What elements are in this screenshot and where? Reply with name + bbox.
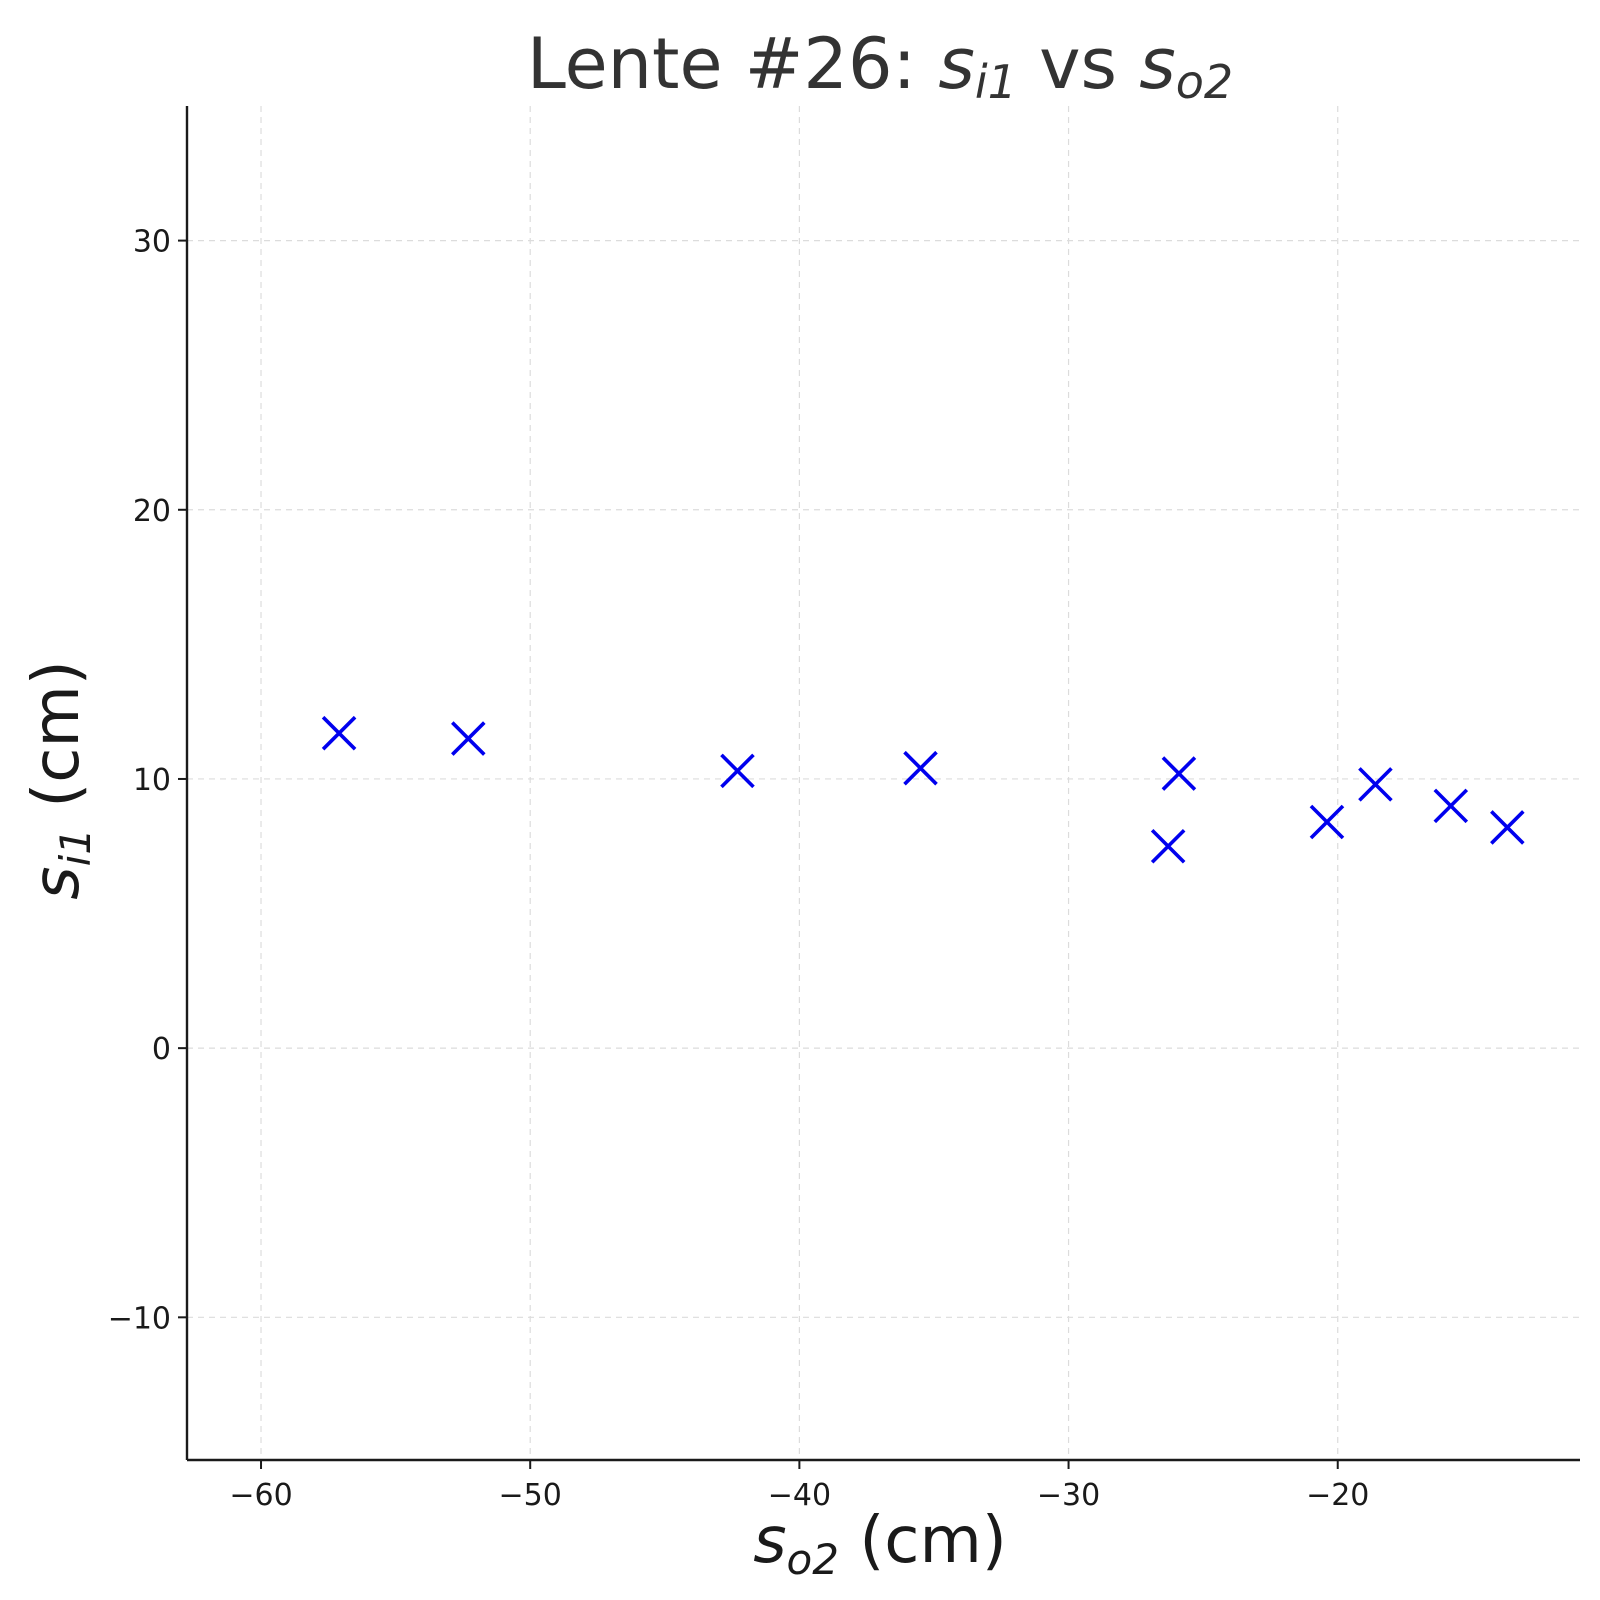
data-points [321, 715, 1525, 864]
data-point [720, 753, 755, 789]
x-axis-title: so2 (cm) [753, 1504, 1007, 1584]
chart-title: Lente #26: si1 vs so2 [527, 23, 1233, 109]
data-point-stroke [1358, 767, 1393, 802]
y-tick-label: 30 [133, 225, 171, 260]
x-tick-label: −40 [768, 1478, 831, 1513]
data-point [1433, 788, 1469, 824]
y-tick-label: 0 [152, 1032, 171, 1067]
x-tick-label: −60 [229, 1478, 292, 1513]
data-point [1150, 828, 1186, 864]
data-point [1309, 804, 1345, 840]
tick-labels: −60 −50 −40 −30 −20 −10 0 10 20 30 [108, 225, 1370, 1513]
data-point [1358, 767, 1393, 802]
data-point-stroke [1161, 756, 1197, 791]
data-point-stroke [1490, 810, 1525, 845]
data-point [903, 750, 938, 786]
y-axis-title: si1 (cm) [20, 660, 100, 900]
data-point-stroke [321, 715, 357, 751]
y-tick-label: −10 [108, 1301, 171, 1336]
x-tick-label: −50 [499, 1478, 562, 1513]
data-point [451, 721, 486, 756]
x-tick-label: −20 [1306, 1478, 1369, 1513]
y-tick-label: 10 [133, 763, 171, 798]
data-point-stroke [1309, 804, 1345, 840]
y-tick-label: 20 [133, 494, 171, 529]
data-point [1161, 756, 1197, 791]
x-tick-label: −30 [1037, 1478, 1100, 1513]
data-point-stroke [720, 753, 755, 789]
data-point [321, 715, 357, 751]
axes [178, 106, 1580, 1469]
grid-lines [187, 106, 1580, 1460]
data-point-stroke [1150, 828, 1186, 864]
data-point-stroke [451, 721, 486, 756]
data-point-stroke [1433, 788, 1469, 824]
data-point-stroke [903, 750, 938, 786]
data-point [1490, 810, 1525, 845]
